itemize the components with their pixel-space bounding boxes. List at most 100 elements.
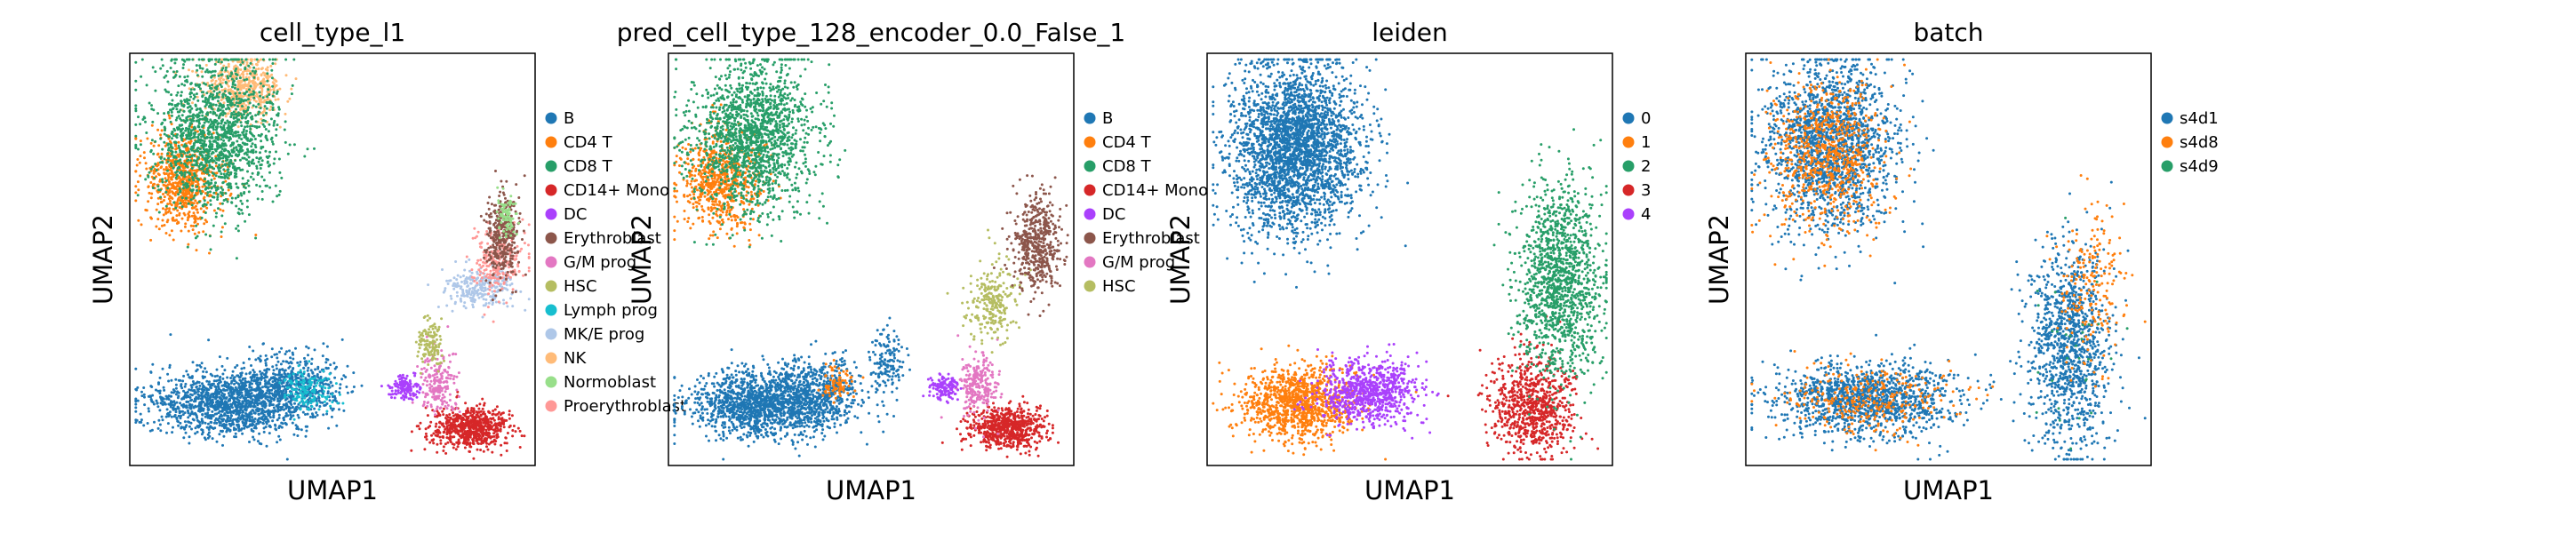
- data-point: [277, 390, 281, 394]
- data-point: [289, 413, 292, 417]
- data-point: [247, 76, 251, 79]
- data-point: [239, 379, 243, 383]
- data-point: [213, 392, 217, 395]
- data-point: [304, 362, 308, 366]
- data-point: [156, 172, 160, 176]
- data-point: [326, 395, 330, 398]
- data-point: [155, 399, 158, 402]
- data-point: [213, 69, 217, 73]
- data-point: [208, 417, 212, 420]
- data-point: [269, 117, 273, 121]
- data-point: [204, 412, 207, 416]
- data-point: [261, 58, 265, 61]
- data-point: [206, 167, 210, 171]
- data-point: [170, 229, 173, 233]
- data-point: [227, 403, 230, 407]
- data-point: [182, 63, 185, 67]
- data-point: [234, 196, 237, 200]
- data-point: [206, 411, 210, 415]
- data-point: [233, 58, 236, 61]
- data-point: [245, 77, 249, 81]
- data-point: [136, 194, 140, 197]
- data-point: [172, 191, 175, 195]
- data-point: [162, 193, 164, 195]
- data-point: [186, 75, 189, 78]
- data-point: [227, 416, 230, 419]
- data-point: [201, 132, 204, 136]
- data-point: [164, 127, 167, 131]
- data-point: [150, 123, 154, 127]
- data-point: [331, 401, 334, 404]
- data-point: [191, 206, 195, 210]
- data-point: [284, 112, 287, 115]
- data-point: [342, 409, 346, 412]
- data-point: [229, 411, 233, 415]
- data-point: [206, 150, 210, 154]
- data-point: [253, 71, 257, 75]
- data-point: [247, 78, 251, 82]
- data-point: [248, 101, 252, 105]
- data-point: [156, 128, 160, 131]
- data-point: [272, 406, 276, 410]
- data-point: [261, 96, 265, 99]
- data-point: [184, 182, 188, 185]
- data-point: [148, 191, 151, 195]
- data-point: [140, 58, 144, 61]
- data-point: [271, 142, 275, 146]
- data-point: [201, 114, 204, 117]
- data-point: [212, 401, 215, 404]
- data-point: [214, 379, 218, 383]
- data-point: [201, 166, 204, 170]
- data-point: [244, 68, 247, 71]
- data-point: [260, 90, 264, 93]
- data-point: [230, 394, 234, 398]
- data-point: [180, 104, 184, 107]
- data-point: [271, 200, 275, 203]
- data-point: [200, 70, 204, 74]
- data-point: [277, 402, 281, 406]
- data-point: [241, 105, 244, 107]
- data-point: [419, 421, 422, 425]
- data-point: [220, 119, 223, 123]
- data-point: [236, 60, 240, 64]
- data-point: [180, 134, 184, 138]
- data-point: [270, 392, 274, 395]
- data-point: [239, 68, 243, 71]
- data-point: [223, 393, 226, 396]
- data-point: [167, 379, 171, 383]
- data-point: [252, 423, 255, 426]
- data-point: [191, 154, 195, 157]
- data-point: [228, 429, 232, 433]
- data-point: [247, 81, 251, 84]
- data-point: [273, 378, 276, 381]
- data-point: [171, 150, 174, 154]
- data-point: [194, 179, 197, 183]
- data-point: [188, 137, 192, 140]
- data-point: [259, 370, 261, 373]
- data-point: [214, 397, 218, 401]
- data-point: [292, 357, 295, 361]
- data-point: [306, 412, 309, 416]
- data-point: [161, 121, 164, 124]
- data-point: [245, 181, 249, 185]
- data-point: [147, 394, 150, 398]
- data-point: [307, 346, 310, 350]
- data-point: [167, 156, 170, 160]
- data-point: [200, 402, 203, 405]
- data-point: [190, 203, 194, 207]
- data-point: [323, 404, 326, 407]
- data-point: [264, 354, 268, 357]
- data-point: [222, 387, 226, 391]
- data-point: [260, 392, 264, 395]
- data-point: [149, 385, 153, 388]
- data-point: [180, 205, 184, 209]
- data-point: [172, 76, 175, 79]
- data-point: [289, 379, 292, 383]
- data-point: [161, 178, 164, 181]
- data-point: [288, 143, 292, 147]
- data-point: [234, 120, 237, 123]
- data-point: [249, 72, 252, 76]
- data-point: [170, 187, 173, 190]
- data-point: [207, 173, 211, 177]
- data-point: [235, 427, 237, 431]
